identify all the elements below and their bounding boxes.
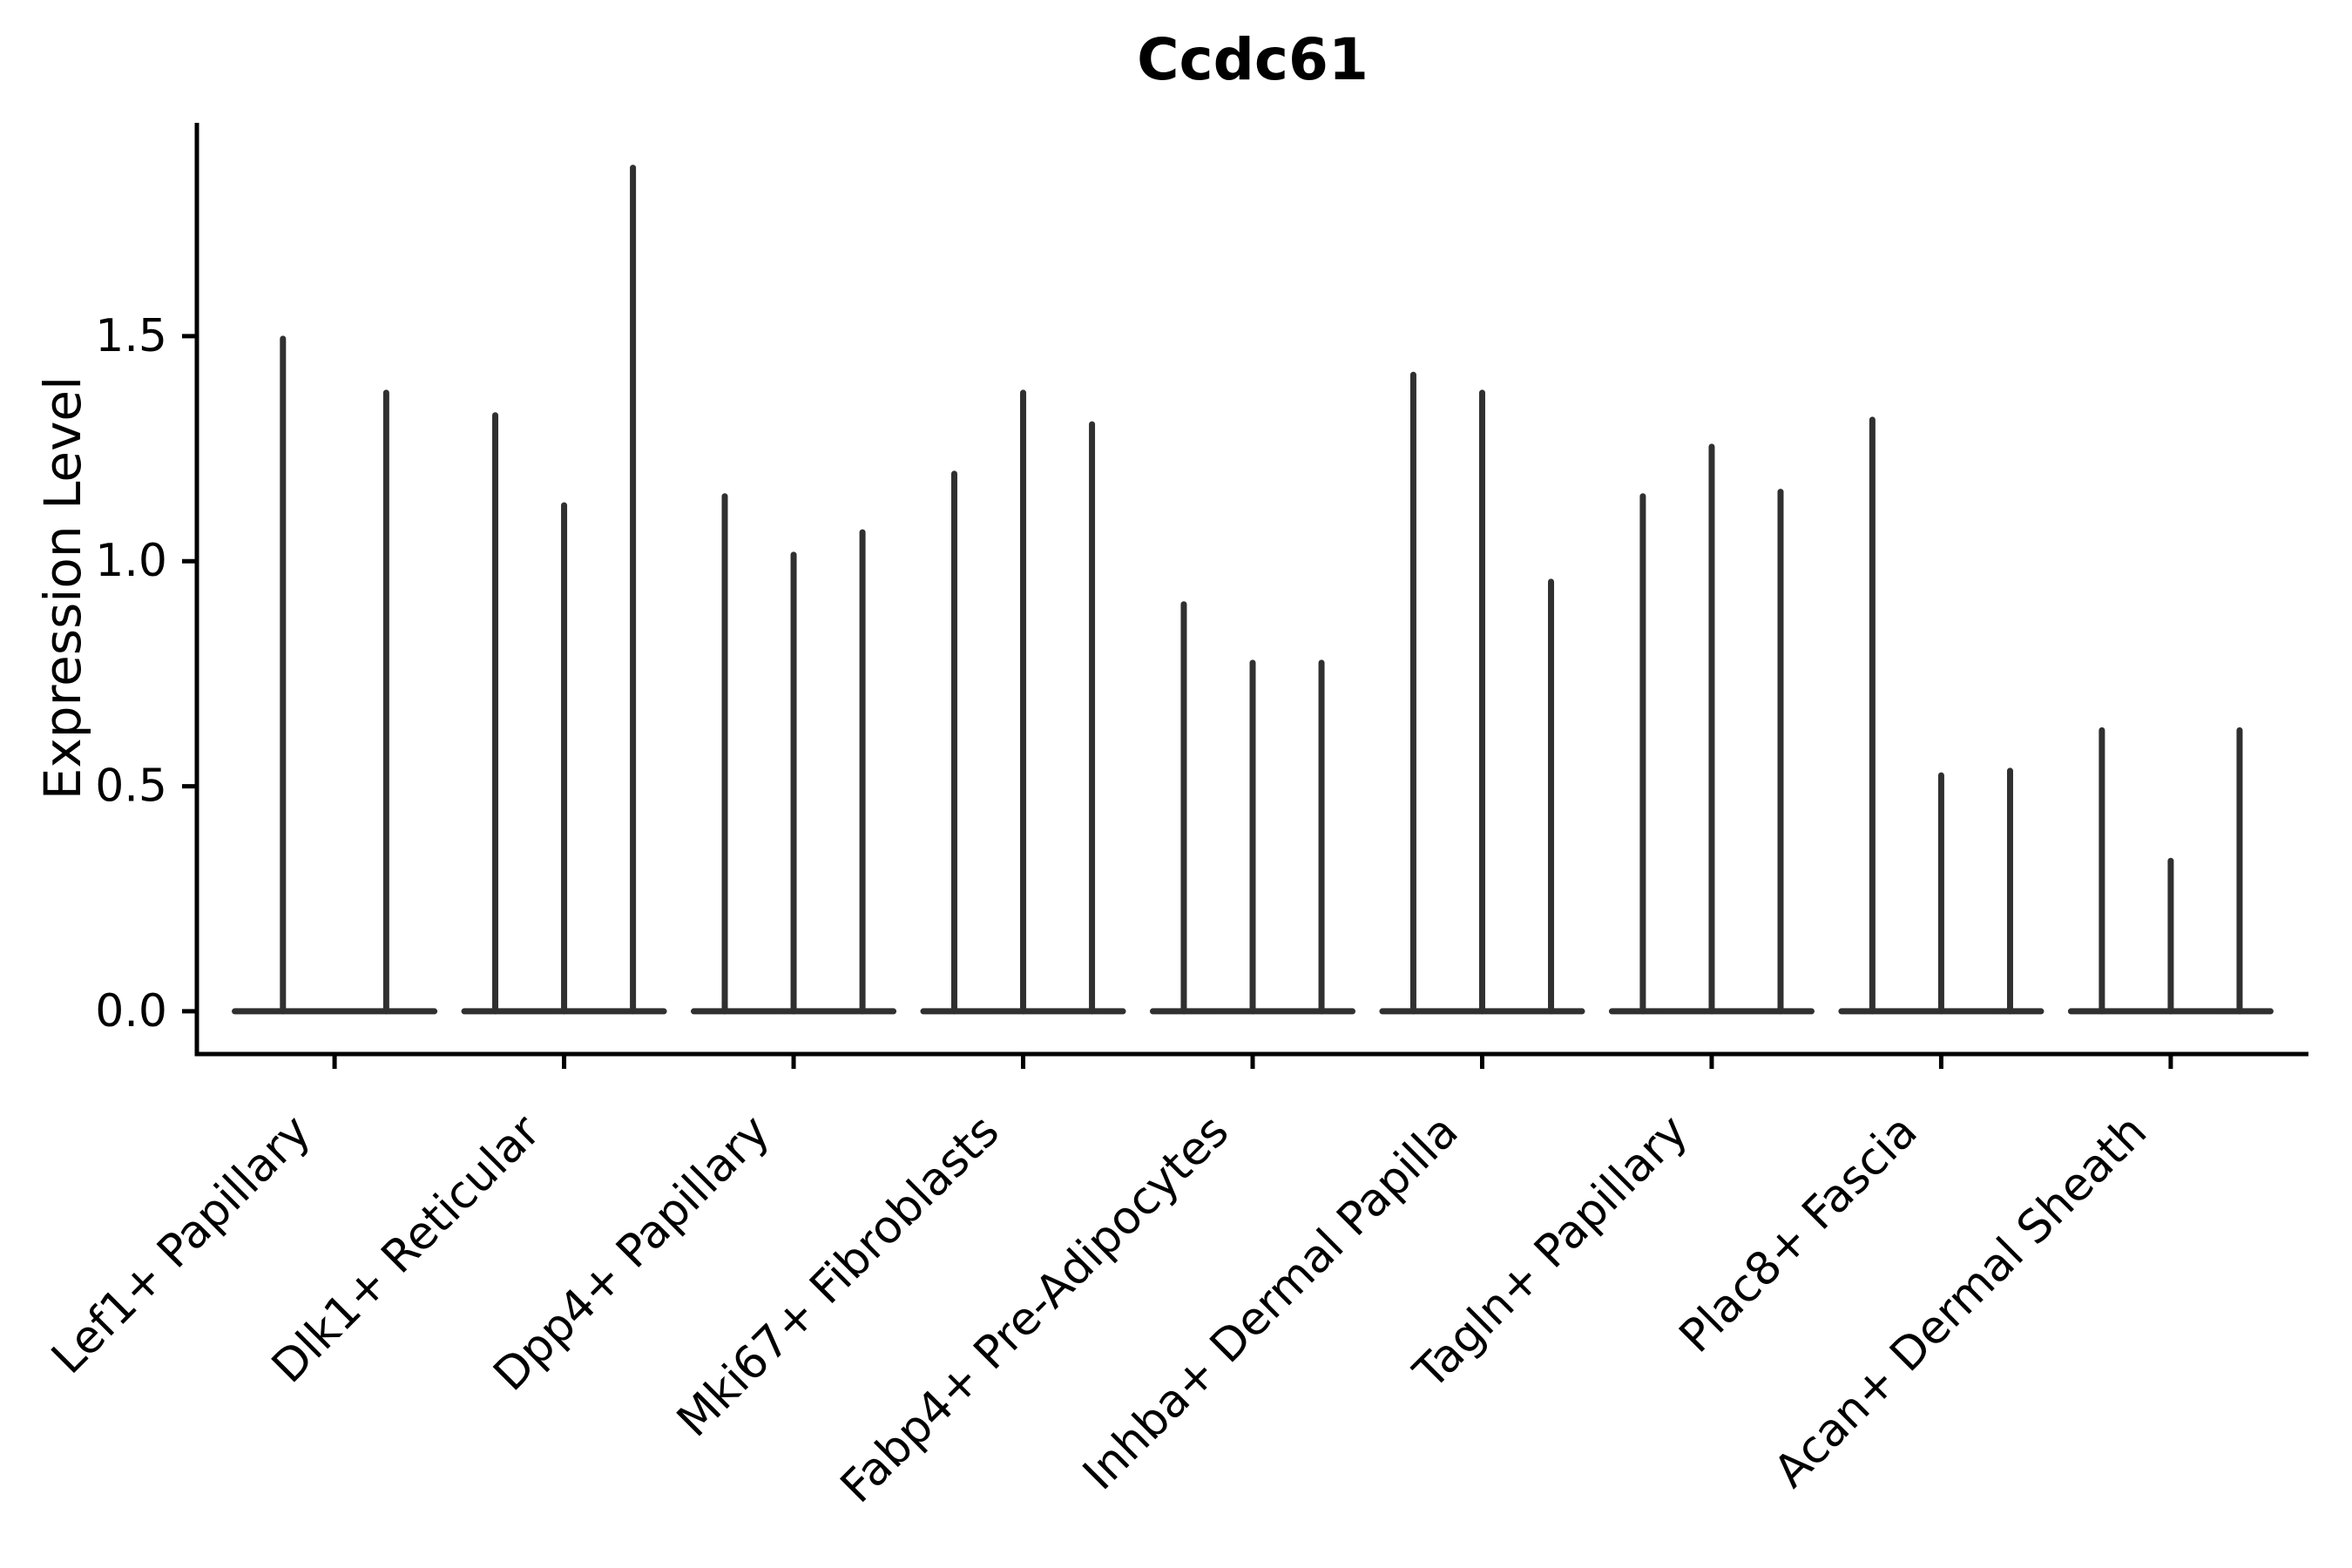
axis-spines xyxy=(194,123,2308,1057)
violin-group xyxy=(2067,727,2274,1015)
y-tick-label: 1.0 xyxy=(95,535,167,587)
chart-title: Ccdc61 xyxy=(1137,26,1369,93)
x-tick-label: Inhba+ Dermal Papilla xyxy=(1073,1105,1468,1500)
x-tick-label: Plac8+ Fascia xyxy=(1670,1105,1928,1363)
violin-group xyxy=(1149,601,1356,1015)
x-tick-label: Fabp4+ Pre-Adipocytes xyxy=(831,1105,1239,1513)
violin-group xyxy=(920,389,1126,1015)
y-tick-label: 0.0 xyxy=(95,985,167,1037)
violin-group xyxy=(232,335,438,1015)
violin-group xyxy=(1608,443,1815,1015)
violin-group xyxy=(1379,371,1585,1015)
y-tick-label: 0.5 xyxy=(95,760,167,813)
x-tick-label: Acan+ Dermal Sheath xyxy=(1764,1105,2157,1498)
y-tick-label: 1.5 xyxy=(95,310,167,362)
violin-group xyxy=(461,165,667,1015)
violin-group xyxy=(1838,416,2044,1015)
violin-group xyxy=(690,493,897,1015)
